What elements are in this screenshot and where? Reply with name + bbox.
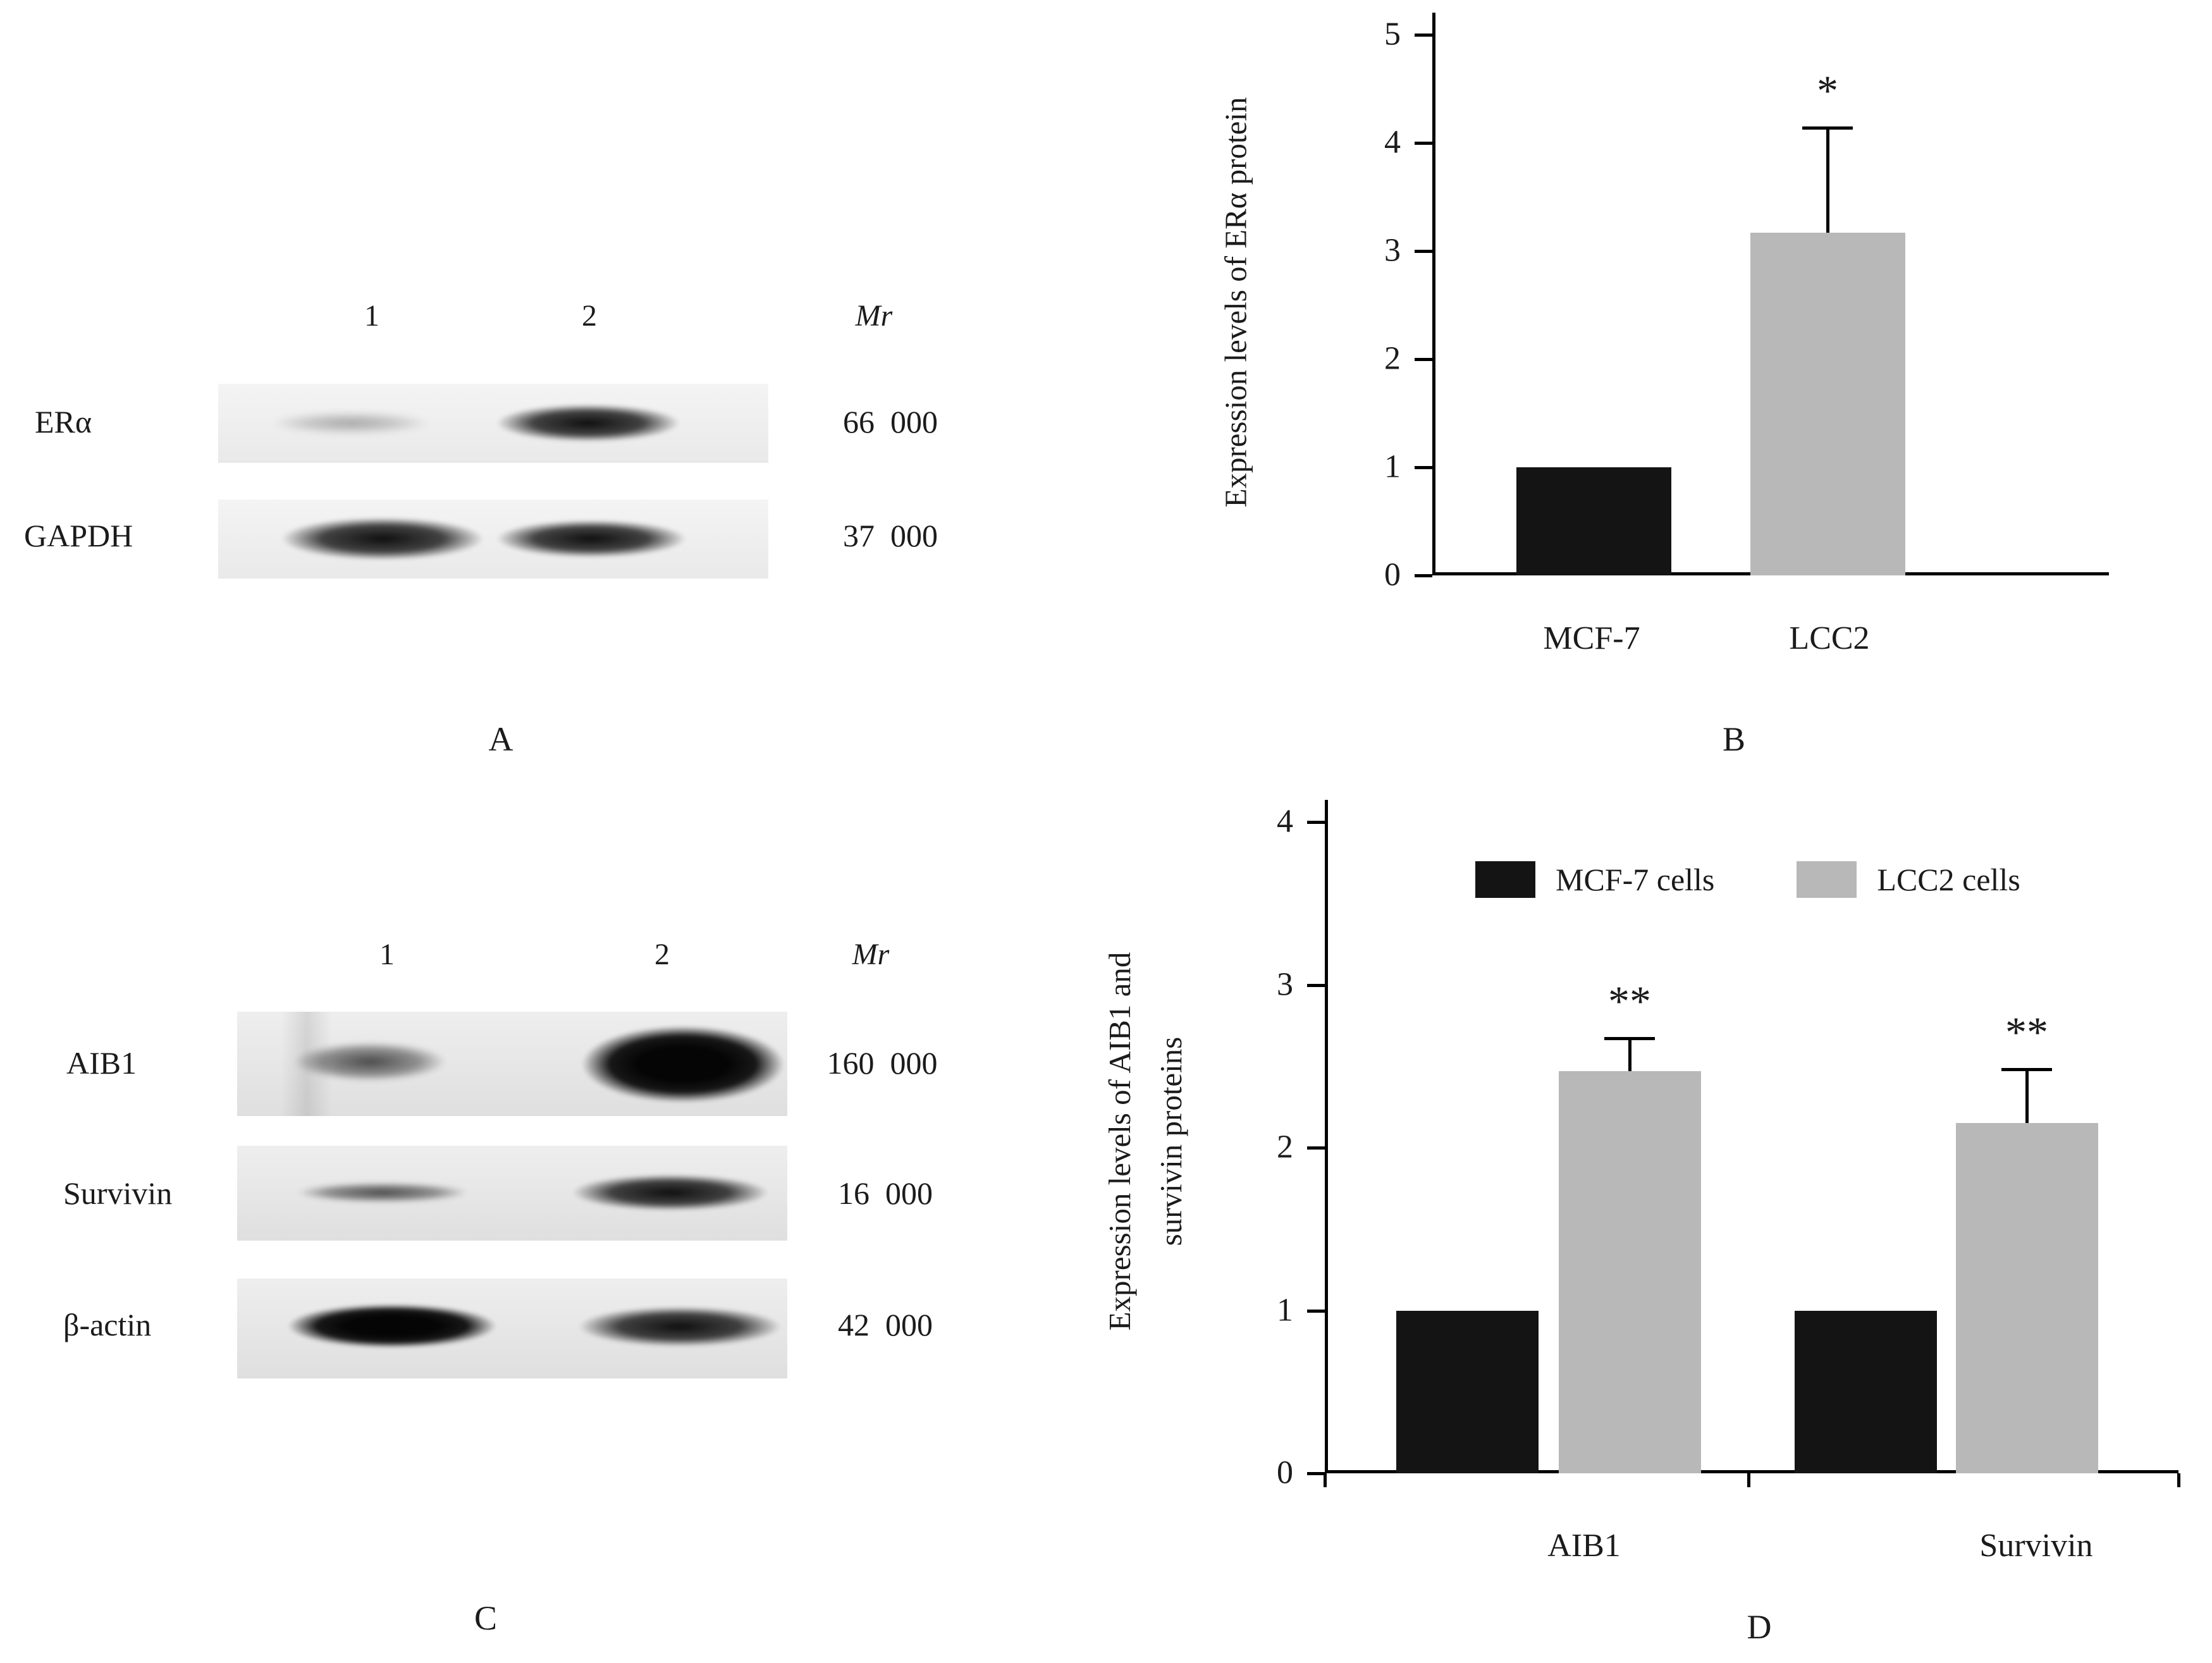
y-tick-label: 5 [1384, 16, 1401, 52]
panel-a-mr-gapdh: 37 000 [843, 518, 938, 553]
bar-survivin-series0 [1794, 1310, 1937, 1473]
bar-mcf-7 [1516, 467, 1671, 575]
legend-label-lcc2: LCC2 cells [1877, 862, 2020, 897]
blot-strip-gapdh [218, 500, 768, 579]
panel-a-row-label-era: ERα [35, 404, 92, 439]
y-tick-label: 3 [1277, 966, 1293, 1002]
panel-c-mr-aib1: 160 000 [826, 1045, 938, 1081]
legend-label-mcf7: MCF-7 cells [1556, 862, 1715, 897]
error-bar-line [1628, 1038, 1631, 1071]
error-bar-cap [1802, 126, 1853, 130]
y-tick-label: 1 [1384, 448, 1401, 485]
chart-d-ylabel: Expression levels of AIB1 and survivin p… [1102, 952, 1188, 1331]
y-tick [1415, 34, 1432, 37]
panel-a-letter: A [488, 720, 513, 758]
chart-b-ylabel: Expression levels of ERα protein [1218, 97, 1253, 508]
legend-item-mcf7: MCF-7 cells [1475, 861, 1714, 898]
panel-a-mr-header: Mr [855, 299, 893, 333]
x-category-label: AIB1 [1547, 1528, 1621, 1564]
y-tick [1307, 1309, 1325, 1313]
panel-b-letter: B [1722, 720, 1746, 758]
chart-d-x-axis [1325, 1470, 2178, 1473]
y-tick [1415, 250, 1432, 253]
bar-survivin-series1 [1955, 1123, 2098, 1473]
blot-band-aib1-lane1 [294, 1042, 446, 1081]
y-tick-label: 4 [1277, 803, 1293, 840]
legend-item-lcc2: LCC2 cells [1797, 861, 2020, 898]
panel-a-row-label-gapdh: GAPDH [24, 518, 133, 553]
panel-c-lane-header-2: 2 [654, 938, 670, 971]
legend-swatch-lcc2 [1797, 861, 1857, 898]
y-tick-label: 4 [1384, 124, 1401, 161]
chart-d-y-axis [1325, 800, 1328, 1473]
blot-strip-bactin [237, 1279, 787, 1378]
blot-band-aib1-lane2 [582, 1026, 784, 1103]
blot-band-bactin-lane1 [288, 1304, 496, 1348]
y-tick [1307, 983, 1325, 987]
blot-strip-era [218, 384, 768, 463]
error-bar-line [2025, 1069, 2029, 1124]
y-tick-label: 2 [1384, 340, 1401, 377]
y-tick [1307, 1472, 1325, 1475]
panel-d-letter: D [1747, 1608, 1772, 1646]
y-tick-label: 2 [1277, 1129, 1293, 1165]
blot-strip-aib1 [237, 1012, 787, 1116]
bar-lcc2 [1750, 232, 1905, 575]
x-tick [1324, 1473, 1327, 1487]
panel-c-letter: C [474, 1599, 498, 1637]
panel-c-mr-header: Mr [852, 938, 890, 971]
y-tick-label: 1 [1277, 1291, 1293, 1328]
error-bar-cap [1604, 1037, 1655, 1041]
significance-marker: * [1817, 66, 1838, 115]
panel-c-mr-survivin: 16 000 [838, 1175, 933, 1211]
y-tick [1415, 466, 1432, 469]
x-category-label: Survivin [1979, 1528, 2093, 1564]
error-bar-line [1826, 128, 1829, 233]
y-tick-label: 0 [1384, 556, 1401, 593]
x-category-label: MCF-7 [1543, 620, 1640, 656]
bar-aib1-series1 [1558, 1071, 1701, 1473]
y-tick [1415, 358, 1432, 361]
panel-c-row-label-survivin: Survivin [63, 1175, 173, 1211]
panel-a-mr-era: 66 000 [843, 404, 938, 439]
legend-swatch-mcf7 [1475, 861, 1535, 898]
x-tick [1747, 1473, 1750, 1487]
blot-band-gapdh-lane2 [496, 520, 686, 558]
blot-band-survivin-lane2 [572, 1174, 768, 1211]
y-tick [1307, 821, 1325, 824]
y-tick [1415, 574, 1432, 577]
y-tick-label: 3 [1384, 232, 1401, 269]
error-bar-cap [2001, 1068, 2052, 1072]
panel-a-lane-header-2: 2 [582, 299, 597, 333]
blot-band-era-lane1 [272, 412, 430, 434]
y-tick-label: 0 [1277, 1454, 1293, 1491]
chart-d-plot: MCF-7 cells LCC2 cells 0 1 2 3 4 ** ** AIB1 Surv… [1277, 800, 2180, 1564]
panel-c-lane-header-1: 1 [379, 938, 395, 971]
panel-a-lane-header-1: 1 [364, 299, 379, 333]
blot-strip-survivin [237, 1146, 787, 1241]
y-tick [1415, 142, 1432, 145]
x-tick [2177, 1473, 2180, 1487]
chart-b-plot: 0 1 2 3 4 5 * MCF-7 LCC2 [1384, 13, 2109, 656]
significance-marker: ** [2005, 1008, 2048, 1057]
x-category-label: LCC2 [1789, 620, 1870, 656]
panel-c-row-label-bactin: β-actin [63, 1307, 152, 1342]
y-tick [1307, 1146, 1325, 1150]
blot-band-era-lane2 [496, 404, 680, 442]
blot-band-gapdh-lane1 [281, 517, 484, 560]
panel-c-row-label-aib1: AIB1 [66, 1045, 137, 1081]
blot-band-survivin-lane1 [297, 1182, 468, 1203]
bar-aib1-series0 [1396, 1310, 1539, 1473]
significance-marker: ** [1608, 977, 1651, 1026]
chart-b-y-axis [1432, 13, 1435, 575]
panel-c-mr-bactin: 42 000 [838, 1307, 933, 1342]
blot-band-bactin-lane2 [579, 1306, 781, 1347]
chart-d-legend: MCF-7 cells LCC2 cells [1475, 861, 2020, 898]
